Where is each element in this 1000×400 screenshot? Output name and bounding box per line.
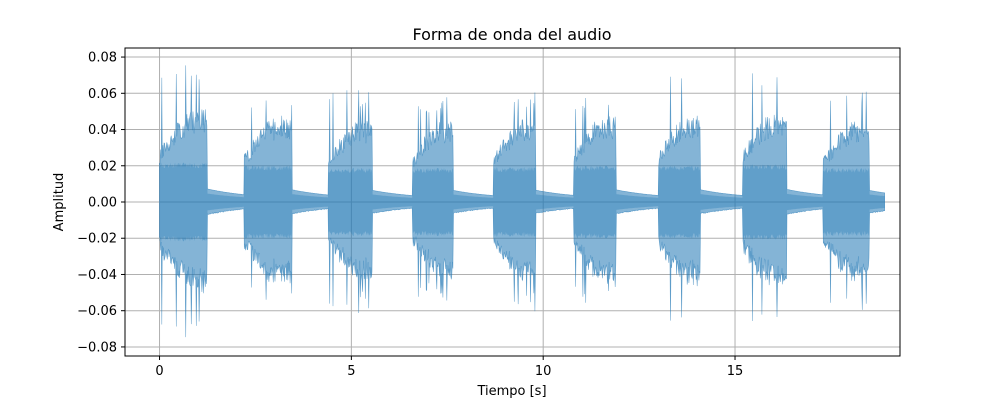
x-tick-label: 15 bbox=[727, 364, 744, 379]
y-tick-label: 0.00 bbox=[88, 196, 117, 211]
x-axis-label: Tiempo [s] bbox=[476, 384, 546, 399]
y-tick-label: −0.04 bbox=[77, 268, 117, 283]
x-axis-ticks: 0 5 10 15 bbox=[155, 356, 743, 379]
y-tick-label: 0.04 bbox=[88, 123, 117, 138]
y-tick-label: 0.02 bbox=[88, 159, 117, 174]
x-tick-label: 0 bbox=[155, 364, 163, 379]
x-tick-label: 10 bbox=[535, 364, 552, 379]
y-tick-label: 0.08 bbox=[88, 51, 117, 66]
chart-title: Forma de onda del audio bbox=[412, 25, 611, 44]
waveform-envelope bbox=[159, 65, 885, 338]
y-axis-label: Amplitud bbox=[52, 173, 67, 232]
y-tick-label: 0.06 bbox=[88, 87, 117, 102]
waveform-series bbox=[159, 65, 885, 338]
y-tick-label: −0.02 bbox=[77, 232, 117, 247]
x-tick-label: 5 bbox=[347, 364, 355, 379]
y-axis-ticks: 0.08 0.06 0.04 0.02 0.00 −0.02 −0.04 −0.06 −0.08 bbox=[77, 51, 125, 355]
y-tick-label: −0.06 bbox=[77, 304, 117, 319]
y-tick-label: −0.08 bbox=[77, 340, 117, 355]
waveform-core bbox=[159, 162, 885, 242]
